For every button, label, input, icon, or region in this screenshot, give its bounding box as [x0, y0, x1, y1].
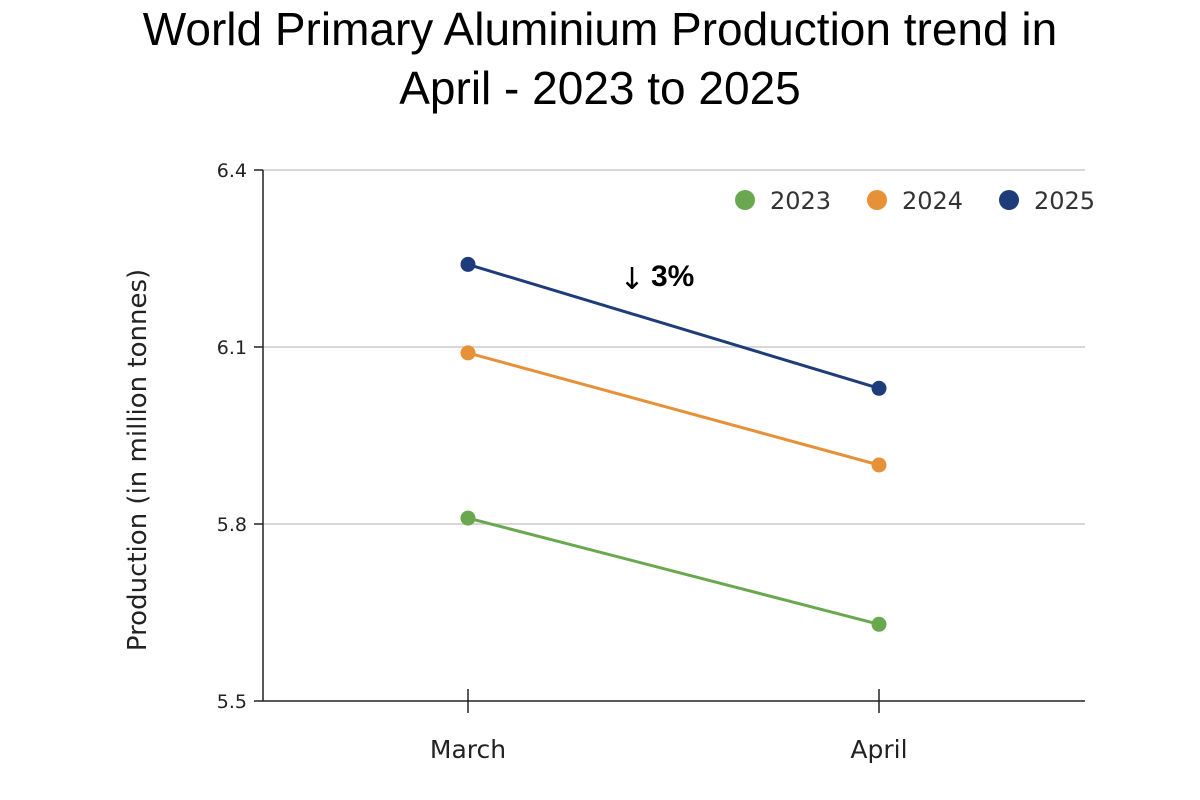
chart-title-line-2: April - 2023 to 2025 — [399, 62, 801, 114]
y-tick-label: 5.5 — [217, 691, 247, 713]
legend-marker-2024 — [867, 190, 887, 210]
change-annotation: ↓ 3% — [619, 260, 694, 297]
series-lines — [460, 256, 887, 632]
change-percent-label: 3% — [651, 260, 694, 293]
legend-label-2024: 2024 — [902, 187, 963, 215]
legend-label-2025: 2025 — [1034, 187, 1095, 215]
y-tick-label: 6.1 — [217, 337, 247, 359]
data-point-2025 — [460, 256, 476, 272]
legend: 2023 2024 2025 — [735, 187, 1095, 215]
data-point-2024 — [871, 457, 887, 473]
down-arrow-icon: ↓ — [619, 262, 644, 297]
legend-marker-2025 — [999, 190, 1019, 210]
axes: 5.5 5.8 6.1 6.4 March April — [217, 160, 1085, 764]
y-axis-title: Production (in million tonnes) — [123, 269, 153, 651]
series-line-2023 — [467, 516, 880, 626]
y-tick-label: 6.4 — [217, 160, 247, 182]
gridlines — [263, 169, 1085, 525]
data-point-2025 — [871, 380, 887, 396]
y-tick-label: 5.8 — [217, 514, 247, 536]
series-line-2024 — [467, 351, 880, 467]
x-tick-label: April — [850, 735, 907, 764]
data-point-2023 — [460, 510, 476, 526]
x-tick-label: March — [430, 735, 506, 764]
chart-title-line-1: World Primary Aluminium Production trend… — [143, 3, 1057, 55]
series-line-2025 — [467, 262, 880, 390]
data-point-2023 — [871, 616, 887, 632]
legend-marker-2023 — [735, 190, 755, 210]
legend-label-2023: 2023 — [770, 187, 831, 215]
data-point-2024 — [460, 345, 476, 361]
